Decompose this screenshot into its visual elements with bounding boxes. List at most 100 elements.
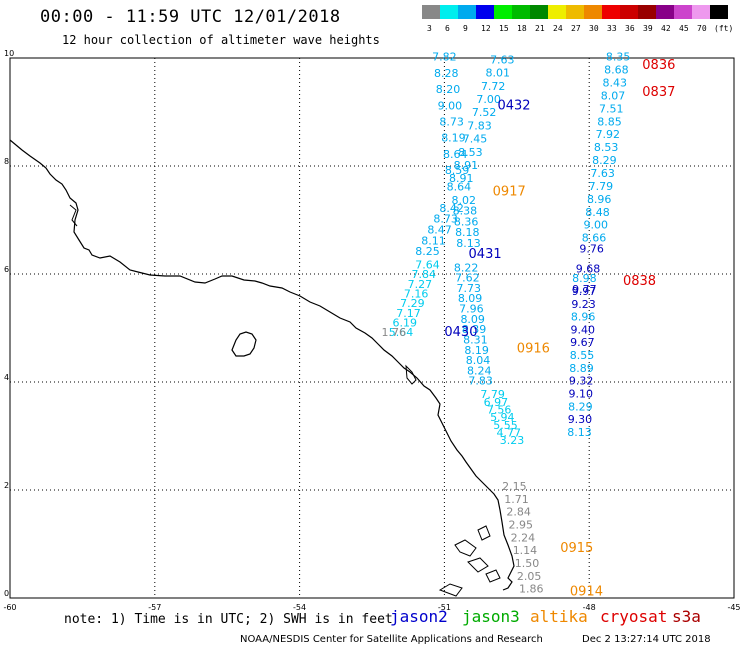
swh-value: 2.95	[508, 518, 533, 531]
pass-time-label: 0915	[560, 541, 593, 556]
swh-value: 9.00	[584, 219, 609, 232]
swh-value: 8.91	[454, 159, 479, 172]
y-tick-label: 10	[4, 49, 14, 58]
swh-value: 8.73	[433, 213, 458, 226]
swh-value: 2.84	[506, 506, 531, 519]
scale-swatch	[530, 5, 548, 19]
swh-value: 8.89	[569, 362, 594, 375]
swh-value: 8.09	[458, 292, 483, 305]
swh-value: 6.97	[484, 396, 509, 409]
swh-value: 8.53	[458, 146, 483, 159]
x-tick-label: -45	[727, 603, 740, 612]
swh-value: 8.13	[567, 426, 592, 439]
axis-tick-labels: -60 -57 -54 -51 -48 -45 0 2 4 6 8 10	[3, 49, 740, 612]
swh-value: 7.83	[467, 119, 492, 132]
delta-islands	[438, 525, 501, 597]
swh-value: 7.51	[599, 102, 624, 115]
swh-value: 8.01	[486, 67, 511, 80]
swh-value: 7.72	[481, 80, 506, 93]
timestamp-text: Dec 2 13:27:14 UTC 2018	[582, 634, 711, 645]
scale-label: 42	[661, 24, 671, 33]
swh-value: 8.13	[456, 237, 481, 250]
scale-swatch	[440, 5, 458, 19]
swh-value: 8.96	[571, 311, 596, 324]
page-subtitle: 12 hour collection of altimeter wave hei…	[62, 33, 380, 47]
swh-value: 8.47	[427, 224, 452, 237]
scale-label: 33	[607, 24, 617, 33]
scale-label: 24	[553, 24, 563, 33]
scale-label: 70	[697, 24, 707, 33]
swh-value: 7.29	[400, 297, 425, 310]
credit-text: NOAA/NESDIS Center for Satellite Applica…	[240, 634, 543, 645]
scale-swatch	[710, 5, 728, 19]
swh-value: 8.20	[436, 83, 461, 96]
scale-swatch	[548, 5, 566, 19]
swh-value: 8.39	[462, 323, 487, 336]
swh-value: 8.24	[467, 364, 492, 377]
swh-value: 7.45	[463, 133, 488, 146]
y-tick-label: 0	[4, 589, 9, 598]
swh-value: 8.36	[454, 215, 479, 228]
swh-value: 8.19	[441, 132, 466, 145]
swh-value: 8.29	[592, 154, 617, 167]
pass-time-labels: 0836 0837 0432 0917 0431 0838 0430 0916 0915 0914	[444, 58, 675, 599]
swh-value: 9.40	[571, 323, 596, 336]
scale-label: 9	[463, 24, 468, 33]
scale-label: 27	[571, 24, 581, 33]
swh-value: 9.97	[572, 285, 597, 298]
swh-value: 2.24	[511, 531, 536, 544]
swh-value: 7.16	[404, 288, 429, 301]
swh-value: 6.19	[393, 316, 418, 329]
swh-value: 1.14	[513, 544, 538, 557]
swh-value: 8.64	[443, 148, 468, 161]
swh-value: 1.76	[381, 326, 406, 339]
satellite-legend-jason3: jason3	[462, 607, 520, 626]
swh-value: 7.64	[415, 259, 440, 272]
scale-label: 21	[535, 24, 545, 33]
swh-value: 8.55	[570, 349, 595, 362]
swh-value: 7.00	[476, 93, 501, 106]
y-tick-label: 8	[4, 157, 9, 166]
scale-swatch	[602, 5, 620, 19]
scale-swatch	[692, 5, 710, 19]
swh-value: 7.82	[432, 51, 457, 64]
swh-value: 8.25	[415, 245, 440, 258]
swh-value: 7.96	[459, 303, 484, 316]
pass-time-label: 0430	[444, 325, 477, 340]
pass-time-label: 0836	[642, 58, 675, 73]
swh-value: 8.19	[464, 344, 489, 357]
swh-value: 8.11	[421, 234, 446, 247]
swh-value: 8.02	[451, 194, 476, 207]
swh-value: 8.59	[445, 164, 470, 177]
swh-value: 8.22	[454, 261, 479, 274]
swh-value: 9.10	[569, 388, 594, 401]
swh-value: 7.83	[468, 375, 493, 388]
scale-label: 6	[445, 24, 450, 33]
swh-value: 2.05	[517, 570, 542, 583]
scale-swatch	[422, 5, 440, 19]
swh-value: 7.84	[411, 268, 436, 281]
swh-value: 8.18	[455, 226, 480, 239]
swh-value: 4.77	[497, 426, 522, 439]
satellite-legend-s3a: s3a	[672, 607, 701, 626]
scale-label: 39	[643, 24, 653, 33]
satellite-legend-cryosat: cryosat	[600, 607, 668, 626]
swh-value: 2.15	[502, 480, 527, 493]
swh-value: 7.63	[490, 53, 515, 66]
pass-time-label: 0917	[493, 185, 526, 200]
swh-value: 7.79	[480, 388, 505, 401]
swh-value: 1.71	[504, 493, 529, 506]
swh-value: 8.29	[568, 400, 593, 413]
scale-label: 18	[517, 24, 527, 33]
scale-swatch	[566, 5, 584, 19]
swh-value: 8.53	[594, 141, 619, 154]
swh-value: 8.09	[460, 313, 485, 326]
swh-value: 7.52	[472, 106, 497, 119]
swh-value: 1.86	[519, 583, 544, 596]
scale-label: 15	[499, 24, 509, 33]
swh-value: 9.23	[571, 298, 596, 311]
swh-value: 8.48	[585, 206, 610, 219]
swh-value: 1.50	[515, 557, 540, 570]
